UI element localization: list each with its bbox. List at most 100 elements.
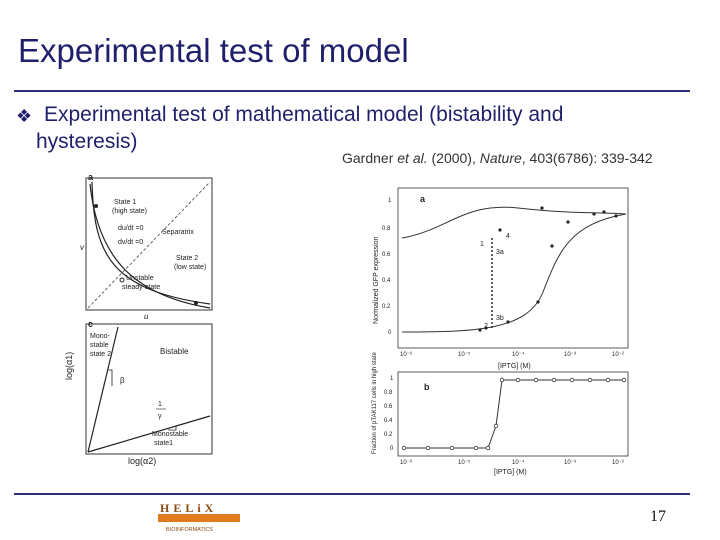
a-point — [484, 326, 488, 330]
label-gamma-den: γ — [158, 413, 162, 420]
label-gamma-num: 1 — [158, 401, 162, 408]
a-point — [536, 300, 540, 304]
a-ytick-04: 0.4 — [382, 278, 391, 284]
label-state1: State 1 — [114, 199, 136, 206]
logo-sub-text: BIOINFORMATICS — [166, 527, 213, 533]
point-label-2: 2 — [484, 323, 488, 330]
panel-c-xlabel: log(α2) — [128, 456, 157, 466]
region-mono-line2: stable — [90, 342, 109, 349]
panel-a-left-letter: a — [88, 172, 94, 182]
b-ytick-08: 0.8 — [384, 390, 393, 396]
label-high-state: (high state) — [112, 208, 147, 215]
region-mono-line3: state 2 — [90, 351, 111, 358]
citation-year: (2000), — [427, 150, 480, 166]
a-point — [566, 220, 570, 224]
figure-left: a State 1 (high state) du/dt =0 dv/dt =0… — [80, 172, 213, 455]
bullet-text-line1: Experimental test of mathematical model … — [44, 103, 564, 126]
panel-a-left-ylabel: v — [80, 243, 85, 252]
low-branch-curve — [401, 213, 627, 333]
label-unstable: Unstable — [126, 275, 154, 282]
figure-right: a 1 0.8 0.6 0.4 0.2 0 10⁻⁶ 10⁻⁵ 10⁻⁴ 10⁻… — [372, 187, 629, 476]
panel-b-frame — [397, 371, 629, 457]
citation-etal: et al. — [397, 150, 428, 166]
b-point — [493, 423, 499, 429]
citation-suffix: , 403(6786): 339-342 — [521, 150, 653, 166]
b-point — [621, 377, 627, 383]
a-ytick-06: 0.6 — [382, 252, 391, 258]
label-low-state: (low state) — [174, 264, 206, 271]
b-point — [449, 445, 455, 451]
b-point — [425, 445, 431, 451]
b-ytick-04: 0.4 — [384, 418, 393, 424]
b-point — [569, 377, 575, 383]
b-point — [473, 445, 479, 451]
label-separatrix: Separatrix — [162, 229, 194, 236]
label-dv-dt: dv/dt =0 — [118, 239, 143, 246]
panel-b-yticks: 1 0.8 0.6 0.4 0.2 0 — [384, 376, 394, 452]
b-point — [533, 377, 539, 383]
panel-a-right-yticks: 1 0.8 0.6 0.4 0.2 0 — [382, 198, 392, 336]
high-branch-curve — [401, 206, 627, 239]
a-point — [550, 244, 554, 248]
b-point — [551, 377, 557, 383]
panel-b-letter: b — [424, 382, 430, 392]
b-xtick-1e-5: 10⁻⁵ — [458, 459, 471, 466]
point-label-3b: 3b — [496, 315, 504, 322]
a-point — [614, 214, 618, 218]
panel-b-line — [404, 379, 624, 449]
b-point — [587, 377, 593, 383]
a-point — [602, 210, 606, 214]
helix-logo: HELiX BIOINFORMATICS — [158, 501, 240, 533]
title-divider — [14, 90, 690, 92]
diamond-bullet-icon: ❖ — [16, 106, 33, 126]
citation: Gardner et al. (2000), Nature, 403(6786)… — [342, 150, 653, 166]
a-xtick-1e-4: 10⁻⁴ — [512, 351, 525, 358]
a-xtick-1e-5: 10⁻⁵ — [458, 351, 471, 358]
a-ytick-0: 0 — [388, 330, 392, 336]
footer-divider — [14, 493, 690, 495]
b-xtick-1e-6: 10⁻⁶ — [400, 459, 413, 466]
label-beta: β — [120, 376, 125, 385]
b-ytick-0: 0 — [390, 446, 394, 452]
region-mono-line1: Mono- — [90, 333, 111, 340]
panel-b-xticks: 10⁻⁶ 10⁻⁵ 10⁻⁴ 10⁻³ 10⁻² — [400, 459, 624, 466]
region-bistable: Bistable — [160, 347, 189, 356]
panel-c-letter: c — [88, 319, 93, 329]
logo-band — [158, 514, 240, 522]
page-number: 17 — [650, 508, 666, 525]
a-point — [592, 212, 596, 216]
b-point — [515, 377, 521, 383]
boundary-line-lower — [87, 415, 211, 453]
a-xtick-1e-6: 10⁻⁶ — [400, 351, 413, 358]
panel-b-xlabel: [IPTG] (M) — [494, 469, 527, 476]
panel-a-right-xlabel: [IPTG] (M) — [498, 363, 531, 370]
a-point — [478, 328, 482, 332]
panel-a-right-points — [478, 206, 618, 332]
panel-c-frame — [85, 323, 213, 455]
a-xtick-1e-2: 10⁻² — [612, 352, 624, 358]
citation-journal: Nature — [479, 150, 522, 166]
a-ytick-08: 0.8 — [382, 226, 391, 232]
label-state2: State 2 — [176, 255, 198, 262]
state1-point — [94, 204, 98, 208]
dv-nullcline — [89, 183, 211, 309]
b-point — [605, 377, 611, 383]
point-label-1: 1 — [480, 241, 484, 248]
a-xtick-1e-3: 10⁻³ — [564, 352, 576, 358]
panel-b-points — [401, 377, 627, 451]
unstable-point — [119, 277, 125, 283]
state2-point — [194, 301, 198, 305]
panel-b-ylabel: Fraction of pTAK117 cells in high state — [372, 352, 378, 454]
panel-c-ylabel: log(α1) — [64, 351, 74, 380]
label-steady-state: steady-state — [122, 284, 160, 291]
a-point — [498, 228, 502, 232]
logo-main-text: HELiX — [160, 501, 217, 515]
point-label-3a: 3a — [496, 249, 504, 256]
slope-marker-gamma — [168, 426, 177, 431]
point-label-4: 4 — [506, 233, 510, 240]
label-du-dt: du/dt =0 — [118, 225, 144, 232]
b-ytick-1: 1 — [390, 376, 394, 382]
panel-a-right-frame — [397, 187, 629, 349]
panel-a-left-frame — [85, 177, 213, 311]
b-point — [401, 445, 407, 451]
